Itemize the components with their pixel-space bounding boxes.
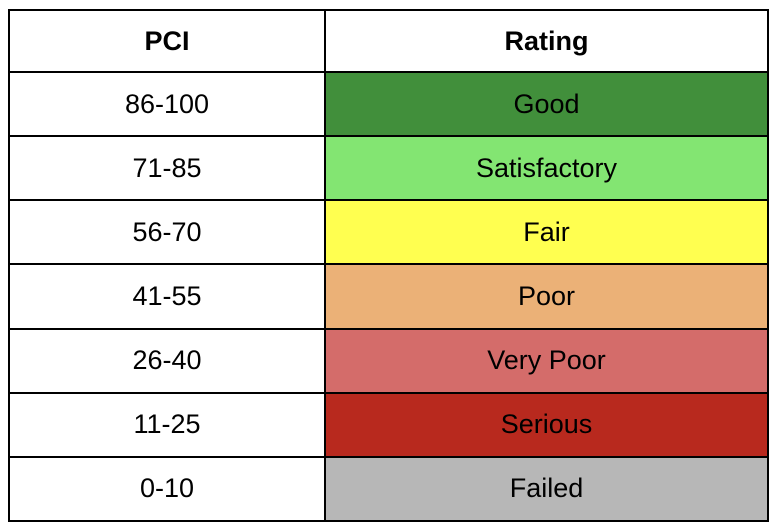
rating-column-header: Rating — [324, 9, 769, 73]
pci-range-cell: 41-55 — [8, 263, 326, 330]
table-row: 41-55 Poor — [8, 263, 769, 330]
pci-range-cell: 11-25 — [8, 391, 326, 458]
pci-range-cell: 26-40 — [8, 327, 326, 394]
rating-cell: Satisfactory — [324, 135, 769, 202]
table-row: 56-70 Fair — [8, 199, 769, 266]
rating-cell: Poor — [324, 263, 769, 330]
table-header-row: PCI Rating — [8, 9, 769, 73]
rating-cell: Serious — [324, 391, 769, 458]
table-row: 71-85 Satisfactory — [8, 135, 769, 202]
rating-cell: Failed — [324, 455, 769, 523]
pci-rating-table: PCI Rating 86-100 Good 71-85 Satisfactor… — [8, 9, 769, 523]
pci-range-cell: 71-85 — [8, 135, 326, 202]
table-row: 26-40 Very Poor — [8, 327, 769, 394]
rating-cell: Fair — [324, 199, 769, 266]
table-row: 0-10 Failed — [8, 455, 769, 523]
table-row: 11-25 Serious — [8, 391, 769, 458]
pci-range-cell: 0-10 — [8, 455, 326, 523]
pci-column-header: PCI — [8, 9, 326, 73]
rating-cell: Good — [324, 70, 769, 138]
pci-range-cell: 86-100 — [8, 70, 326, 138]
rating-cell: Very Poor — [324, 327, 769, 394]
pci-range-cell: 56-70 — [8, 199, 326, 266]
table-row: 86-100 Good — [8, 70, 769, 138]
